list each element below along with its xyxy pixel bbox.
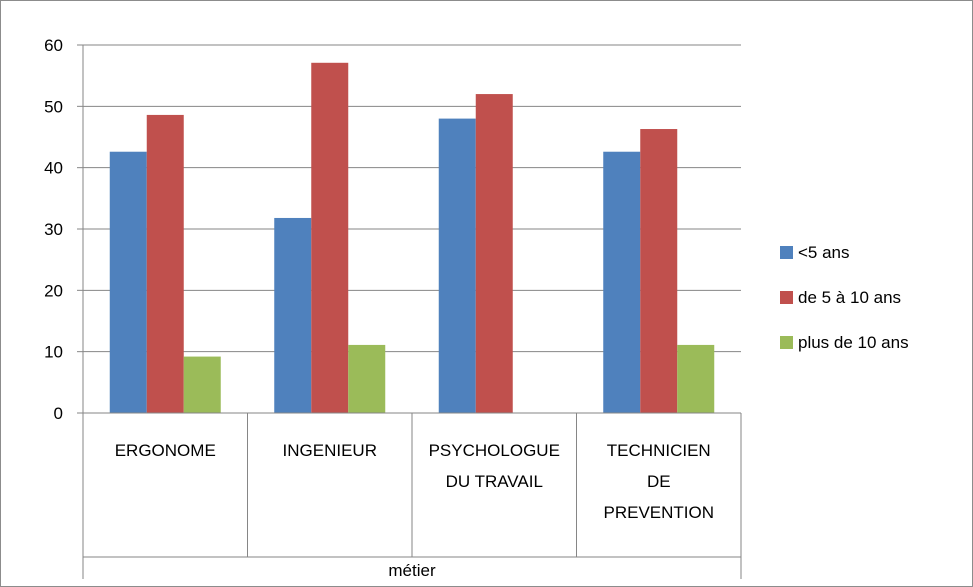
legend-swatch	[780, 291, 793, 304]
legend-swatch	[780, 246, 793, 259]
bar-1-3	[438, 118, 476, 413]
y-tick-label: 30	[44, 220, 63, 239]
x-tick-label: ERGONOME	[115, 441, 216, 460]
x-tick-label: PSYCHOLOGUE	[429, 441, 560, 460]
y-tick-label: 40	[44, 159, 63, 178]
x-axis-categories: ERGONOME INGENIEUR PSYCHOLOGUE DU TRAVAIL TE…	[115, 441, 714, 522]
bar-3-1	[183, 356, 221, 413]
axes	[77, 44, 742, 579]
bar-1-2	[274, 217, 312, 413]
legend-label: plus de 10 ans	[798, 333, 909, 352]
x-tick-label: DU TRAVAIL	[446, 472, 543, 491]
bar-1-1	[109, 151, 147, 413]
bar-2-2	[311, 62, 349, 413]
x-tick-label: INGENIEUR	[283, 441, 377, 460]
legend: <5 ans de 5 à 10 ans plus de 10 ans	[780, 243, 909, 352]
bar-1-4	[603, 151, 641, 413]
x-tick-label: TECHNICIEN	[607, 441, 711, 460]
x-tick-label: PREVENTION	[603, 503, 714, 522]
y-tick-label: 50	[44, 97, 63, 116]
bars	[109, 62, 715, 414]
y-tick-label: 0	[54, 404, 63, 423]
x-axis-title: métier	[388, 561, 436, 580]
bar-3-4	[677, 344, 715, 413]
y-tick-label: 10	[44, 343, 63, 362]
bar-2-4	[640, 129, 678, 413]
legend-swatch	[780, 336, 793, 349]
legend-label: <5 ans	[798, 243, 850, 262]
y-tick-label: 20	[44, 281, 63, 300]
y-axis-ticks: 0 10 20 30 40 50 60	[44, 36, 63, 423]
x-tick-label: DE	[647, 472, 671, 491]
legend-label: de 5 à 10 ans	[798, 288, 901, 307]
bar-2-1	[146, 114, 184, 414]
y-tick-label: 60	[44, 36, 63, 55]
bar-2-3	[475, 94, 513, 414]
bar-3-2	[348, 344, 386, 413]
